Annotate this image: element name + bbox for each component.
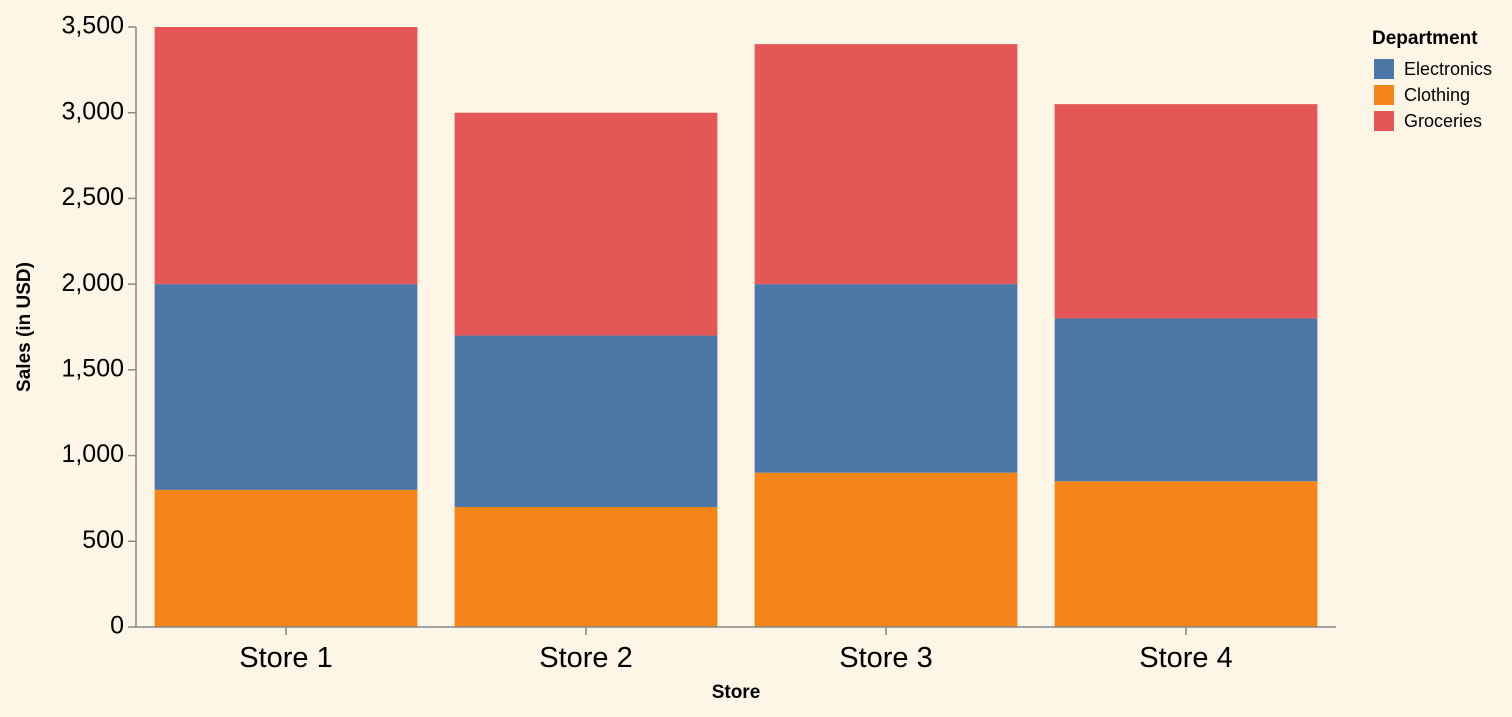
x-tick-label: Store 2 (539, 642, 633, 674)
bar-groceries-store-3 (754, 44, 1018, 285)
bar-clothing-store-4 (1054, 481, 1318, 627)
legend-swatch-electronics (1374, 59, 1394, 79)
bar-clothing-store-2 (454, 507, 718, 627)
y-tick-label: 500 (82, 526, 124, 554)
x-tick-label: Store 4 (1139, 642, 1233, 674)
legend-entries: Electronics Clothing Groceries (1374, 59, 1492, 131)
legend: Department Electronics Clothing Groceries (1372, 28, 1492, 131)
y-tick-label: 3,500 (61, 12, 124, 40)
y-tick-label: 0 (110, 612, 124, 640)
bars-layer (154, 27, 1318, 627)
bar-clothing-store-3 (754, 472, 1018, 627)
x-tick-label: Store 1 (239, 642, 333, 674)
x-axis: Store 1 Store 2 Store 3 Store 4 (136, 626, 1336, 674)
bar-electronics-store-1 (154, 284, 418, 490)
y-axis-title: Sales (in USD) (14, 262, 35, 392)
legend-label-clothing: Clothing (1404, 85, 1470, 105)
y-tick-label: 3,000 (61, 97, 124, 125)
legend-label-electronics: Electronics (1404, 59, 1492, 79)
y-axis: 0 500 1,000 1,500 2,000 2,500 3,000 3,500 (61, 12, 137, 640)
x-axis-title: Store (712, 682, 761, 703)
y-tick-label: 1,000 (61, 440, 124, 468)
legend-swatch-clothing (1374, 85, 1394, 105)
y-tick-label: 2,500 (61, 183, 124, 211)
legend-label-groceries: Groceries (1404, 111, 1482, 131)
y-tick-label: 2,000 (61, 269, 124, 297)
bar-electronics-store-4 (1054, 318, 1318, 482)
bar-groceries-store-4 (1054, 104, 1318, 319)
x-tick-label: Store 3 (839, 642, 933, 674)
bar-groceries-store-2 (454, 112, 718, 336)
legend-title: Department (1372, 28, 1478, 49)
y-tick-label: 1,500 (61, 354, 124, 382)
bar-groceries-store-1 (154, 27, 418, 285)
bar-electronics-store-2 (454, 335, 718, 507)
bar-clothing-store-1 (154, 489, 418, 627)
bar-electronics-store-3 (754, 284, 1018, 473)
legend-swatch-groceries (1374, 111, 1394, 131)
